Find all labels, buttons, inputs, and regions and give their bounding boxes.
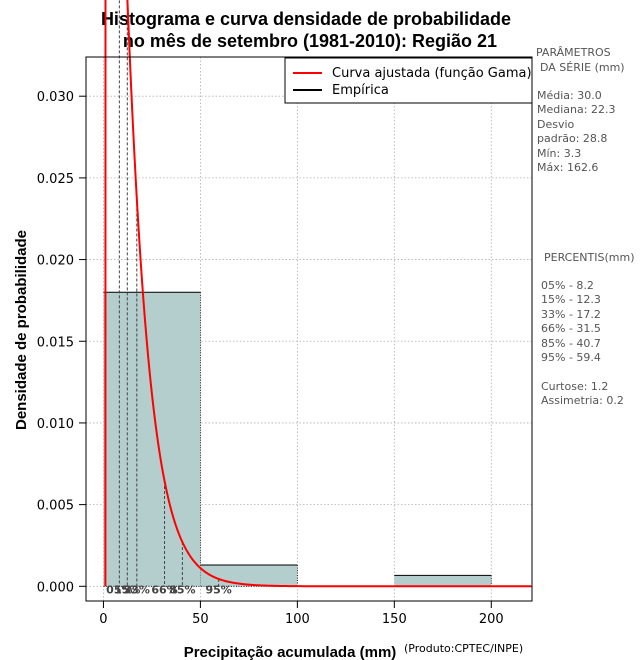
percentis-line: 33% - 17.2 (541, 308, 601, 321)
x-tick-label: 200 (479, 612, 504, 627)
percentile-label: 66% (151, 583, 177, 596)
stats-line: Curtose: 1.2 (541, 380, 608, 393)
x-tick-label: 100 (285, 612, 310, 627)
legend-box (284, 57, 533, 104)
y-tick-label: 0.025 (37, 172, 74, 187)
chart-title-line1: Histograma e curva densidade de probabil… (101, 9, 511, 29)
percentiles-panel: PERCENTIS(mm) 05% - 8.2 15% - 12.3 33% -… (541, 251, 635, 407)
histogram-bar (394, 575, 492, 587)
percentis-line: 66% - 31.5 (541, 322, 601, 335)
params-line: padrão: 28.8 (537, 132, 607, 145)
x-tick-label: 0 (99, 612, 107, 627)
fitted-curve-group (104, 0, 532, 588)
percentis-heading: PERCENTIS(mm) (544, 251, 635, 264)
percentis-line: 85% - 40.7 (541, 337, 601, 350)
chart-title-line2: no mês de setembro (1981-2010): Região 2… (123, 31, 497, 51)
percentile-label: 95% (205, 583, 231, 596)
y-tick-label: 0.000 (37, 580, 74, 595)
histogram-bars (103, 291, 532, 587)
percentile-label: 33% (124, 583, 150, 596)
params-line: Média: 30.0 (537, 89, 602, 102)
y-tick-label: 0.015 (37, 335, 74, 350)
y-tick-label: 0.030 (37, 90, 74, 105)
product-credit: (Produto:CPTEC/INPE) (404, 642, 523, 655)
percentis-line: 15% - 12.3 (541, 293, 601, 306)
series-parameters-panel: PARÂMETROS DA SÉRIE (mm) Média: 30.0 Med… (536, 46, 625, 174)
legend-empirica-label: Empírica (332, 83, 389, 98)
percentile-lines (118, 0, 220, 587)
percentile-label: 15% (114, 583, 140, 596)
params-heading-line1: PARÂMETROS (536, 46, 611, 59)
x-tick-label: 150 (382, 612, 407, 627)
y-axis: 0.000 0.005 0.010 0.015 0.020 0.025 0.030 (37, 90, 87, 595)
fitted-gamma-curve (104, 0, 532, 588)
stats-line: Assimetria: 0.2 (541, 394, 624, 407)
params-heading-line2: DA SÉRIE (mm) (540, 61, 625, 74)
x-axis: 0 50 100 150 200 (99, 600, 504, 627)
params-line: Mediana: 22.3 (537, 103, 615, 116)
y-tick-label: 0.010 (37, 417, 74, 432)
params-line: Desvio (537, 118, 575, 131)
params-line: Mín: 3.3 (537, 147, 581, 160)
legend: Curva ajustada (função Gama) Empírica (284, 57, 533, 104)
legend-curve-label: Curva ajustada (função Gama) (332, 66, 532, 81)
y-tick-label: 0.020 (37, 254, 74, 269)
y-axis-label: Densidade de probabilidade (13, 230, 30, 430)
percentis-line: 95% - 59.4 (541, 351, 601, 364)
percentile-label: 85% (169, 583, 195, 596)
percentile-labels: 05%15%33% 66%85% 95% (106, 583, 232, 596)
x-axis-label: Precipitação acumulada (mm) (184, 644, 397, 660)
histogram-bar (103, 292, 201, 587)
percentile-label: 05% (106, 583, 132, 596)
percentis-line: 05% - 8.2 (541, 279, 594, 292)
x-tick-label: 50 (192, 612, 209, 627)
y-tick-label: 0.005 (37, 499, 74, 514)
params-line: Máx: 162.6 (537, 161, 598, 174)
